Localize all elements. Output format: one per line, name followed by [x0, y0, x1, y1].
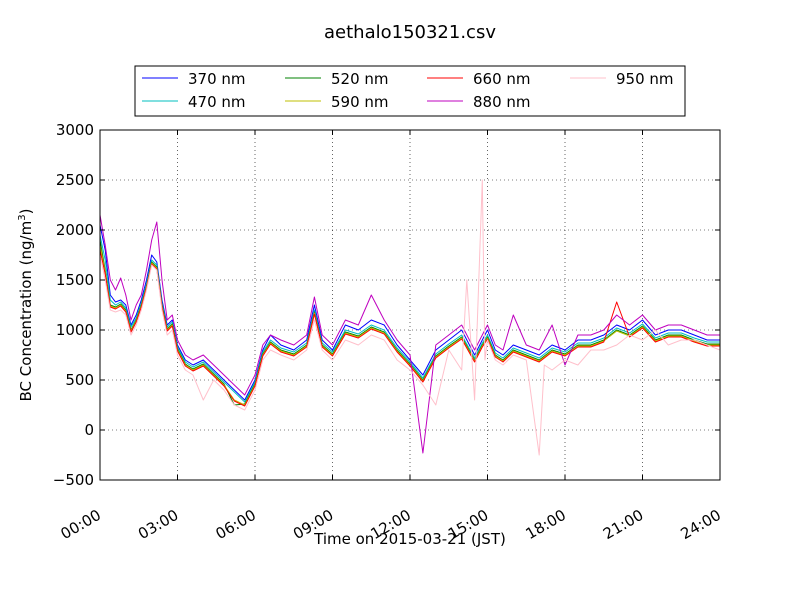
- y-tick-label: 3000: [56, 121, 94, 139]
- series-line: [99, 239, 720, 406]
- y-tick-label: 2000: [56, 221, 94, 239]
- legend-label: 880 nm: [473, 93, 531, 111]
- legend-label: 520 nm: [331, 70, 389, 88]
- y-axis-label-end: ): [17, 209, 35, 215]
- legend-label: 660 nm: [473, 70, 531, 88]
- series-line: [99, 244, 720, 406]
- y-tick-label: 0: [84, 421, 94, 439]
- plot-background: [100, 130, 720, 480]
- series-line: [99, 234, 720, 403]
- legend-label: 370 nm: [188, 70, 246, 88]
- y-axis-label-superscript: 3: [17, 214, 28, 220]
- legend-label: 590 nm: [331, 93, 389, 111]
- legend-label: 470 nm: [188, 93, 246, 111]
- y-axis-label-main: BC Concentration (ng/m: [17, 221, 35, 402]
- y-tick-label: −500: [53, 471, 94, 489]
- y-tick-label: 1500: [56, 271, 94, 289]
- y-tick-label: 1000: [56, 321, 94, 339]
- y-tick-labels: −500 0 500 1000 1500 2000 2500 3000: [53, 121, 94, 489]
- legend-box: [134, 65, 686, 117]
- chart-title: aethalo150321.csv: [324, 22, 496, 43]
- legend: 370 nm 470 nm 520 nm 590 nm 660 nm 880 nm 950 …: [134, 65, 686, 117]
- y-tick-label: 2500: [56, 171, 94, 189]
- ticks: [99, 129, 721, 481]
- series-lines: [99, 179, 721, 456]
- legend-label: 950 nm: [616, 70, 674, 88]
- y-tick-label: 500: [65, 371, 94, 389]
- x-axis-label: Time on 2015-03-21 (JST): [313, 530, 506, 548]
- y-axis-label: BC Concentration (ng/m3): [17, 209, 35, 402]
- series-line: [99, 179, 721, 456]
- series-line: [99, 224, 720, 401]
- series-line: [99, 249, 720, 407]
- series-line: [99, 214, 720, 454]
